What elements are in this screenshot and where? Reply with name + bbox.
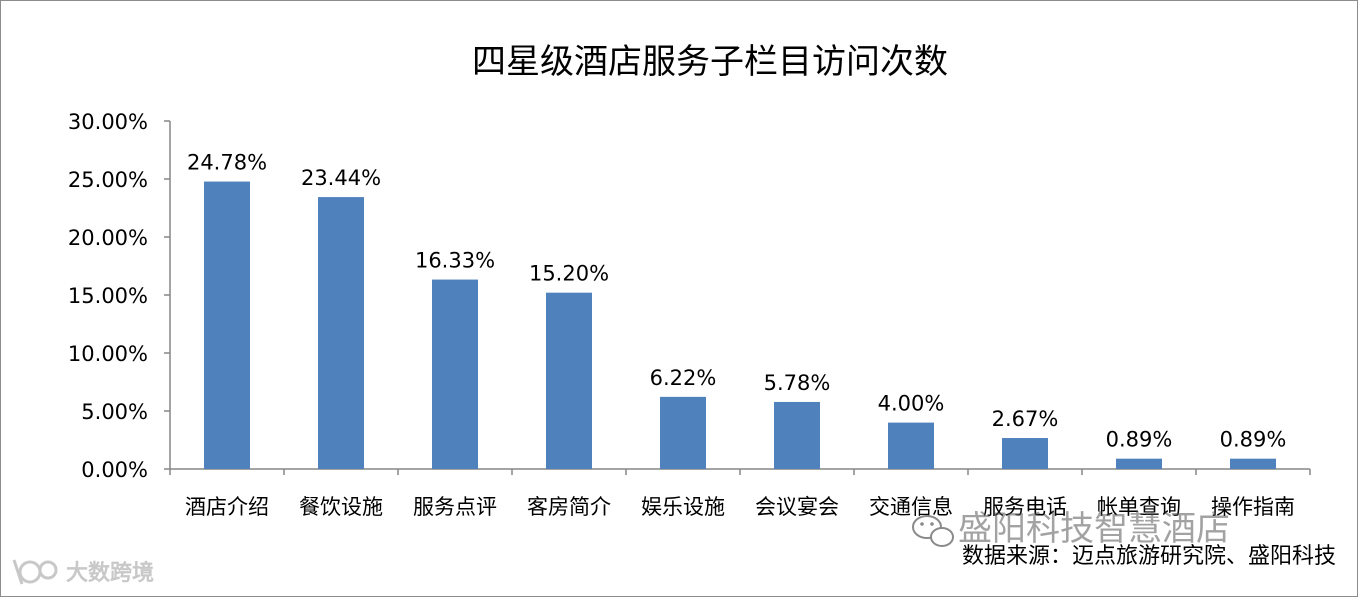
category-label: 帐单查询 [1097, 495, 1181, 519]
data-label: 2.67% [992, 407, 1059, 431]
chart-title: 四星级酒店服务子栏目访问次数 [472, 42, 948, 82]
y-tick-label: 0.00% [81, 458, 148, 482]
y-tick-label: 30.00% [68, 110, 148, 134]
data-label: 23.44% [301, 166, 381, 190]
logo: 大数跨境 [12, 559, 154, 586]
category-label: 客房简介 [527, 495, 611, 519]
category-label: 交通信息 [869, 495, 953, 519]
logo-text: 大数跨境 [66, 560, 154, 586]
bar [888, 422, 934, 469]
bar [432, 279, 478, 469]
category-label: 会议宴会 [755, 495, 839, 519]
bar [318, 197, 364, 469]
data-label: 16.33% [415, 249, 495, 273]
data-label: 24.78% [187, 151, 267, 175]
plot-area: 0.00% 5.00% 10.00% 15.00% 20.00% 25.00% 30.00%… [68, 110, 1311, 519]
bar [204, 181, 250, 469]
data-label: 15.20% [529, 262, 609, 286]
category-label: 操作指南 [1211, 495, 1295, 519]
y-tick-label: 5.00% [81, 400, 148, 424]
category-label: 服务电话 [983, 495, 1067, 519]
bar [660, 396, 706, 469]
source-note: 数据来源：迈点旅游研究院、盛阳科技 [962, 544, 1336, 569]
data-label: 4.00% [878, 392, 945, 416]
bar [1116, 458, 1162, 469]
y-tick-label: 20.00% [68, 226, 148, 250]
wechat-icon [912, 515, 954, 547]
data-label: 5.78% [764, 371, 831, 395]
bar [774, 401, 820, 469]
watermark: 盛阳科技智慧酒店 [912, 509, 1230, 549]
category-label: 酒店介绍 [185, 495, 269, 519]
y-tick-label: 15.00% [68, 284, 148, 308]
y-tick-label: 25.00% [68, 168, 148, 192]
logo-icon [12, 559, 58, 585]
data-label: 0.89% [1220, 428, 1287, 452]
category-label: 餐饮设施 [299, 495, 383, 519]
data-label: 6.22% [650, 366, 717, 390]
bar [1002, 438, 1048, 469]
bar [546, 292, 592, 469]
bar [1230, 458, 1276, 469]
category-label: 服务点评 [413, 495, 497, 519]
y-tick-label: 10.00% [68, 342, 148, 366]
data-label: 0.89% [1106, 428, 1173, 452]
watermark-text: 盛阳科技智慧酒店 [958, 509, 1230, 549]
category-label: 娱乐设施 [641, 495, 725, 519]
